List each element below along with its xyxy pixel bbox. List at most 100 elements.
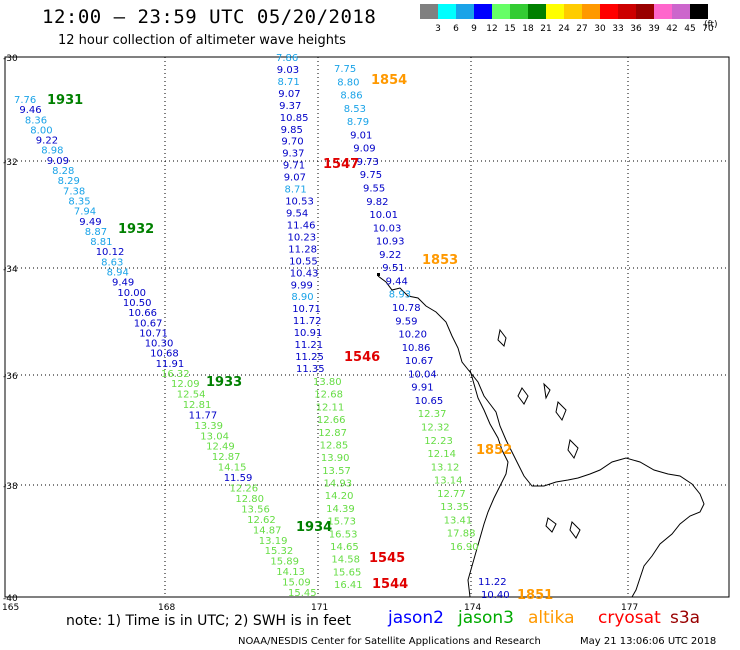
satellite-jason2: jason2 [388,608,444,628]
swh-label-1854: 12.77 [437,489,466,500]
offshore-islands [497,328,581,539]
swh-label-1854: 8.93 [389,290,411,301]
swh-label-1547: 9.07 [278,89,300,100]
swh-label-1931: 9.22 [36,136,58,147]
pass-time-label: 1931 [47,93,83,108]
pass-time-label: 1854 [371,73,407,88]
swh-label-1545: 13.80 [313,377,342,388]
swh-label-1933: 15.89 [270,557,299,568]
swh-label-1931: 8.81 [90,237,112,248]
swh-label-1545: 14.93 [324,479,353,490]
legend-label: 24 [558,24,570,34]
legend-label: 27 [576,24,588,34]
wave-height-labels: 7.769.468.368.009.228.989.098.288.297.38… [14,53,553,603]
legend-swatch [420,4,438,19]
swh-label-1854: 10.93 [376,237,405,248]
swh-label-1547: 10.53 [285,197,314,208]
swh-label-1854: 9.59 [395,316,417,327]
swh-label-1931: 10.67 [134,318,163,329]
swh-label-1545: 15.73 [327,517,356,528]
swh-label-1854: 8.53 [344,104,366,115]
legend-label: 30 [594,24,606,34]
legend-label: 21 [540,24,552,34]
swh-label-1854: 10.20 [398,330,427,341]
satellite-cryosat: cryosat [598,608,661,628]
legend-label: 45 [684,24,696,34]
legend-label: 42 [666,24,678,34]
lon-tick-label: 165 [2,603,19,613]
swh-label-1854: 17.88 [447,529,476,540]
legend-unit: (ft) [704,20,718,30]
swh-label-1933: 13.56 [241,504,270,515]
swh-label-1545: 14.39 [326,504,355,515]
swh-label-1931: 8.29 [58,176,80,187]
swh-label-1854: 13.14 [434,476,463,487]
swh-label-1547: 9.07 [284,173,306,184]
swh-label-1931: 10.12 [96,247,125,258]
swh-label-1931: 7.38 [63,186,85,197]
swh-label-1931: 7.94 [74,207,96,218]
lon-tick-label: 171 [311,603,328,613]
swh-label-1933: 14.15 [218,463,247,474]
swh-label-1854: 9.73 [357,157,379,168]
swh-label-1545: 13.57 [322,466,351,477]
generated-timestamp: May 21 13:06:06 UTC 2018 [580,636,717,647]
swh-label-1854: 8.79 [347,117,369,128]
swh-label-1931: 10.71 [139,328,168,339]
map-subtitle: 12 hour collection of altimeter wave hei… [58,33,346,48]
swh-label-1931: 8.98 [41,146,63,157]
island-dot [377,273,380,276]
legend-swatch [582,4,600,19]
pass-time-label: 1547 [323,157,359,172]
swh-label-1547: 10.23 [288,232,317,243]
swh-label-1933: 12.54 [177,389,206,400]
swh-label-1854: 13.12 [431,462,460,473]
swh-label-1931: 8.36 [25,115,47,126]
pass-time-label: 1933 [206,375,242,390]
swh-label-1931: 8.87 [85,227,107,238]
pass-time-label: 1544 [372,577,408,592]
swh-label-1545: 16.41 [334,580,363,591]
lat-tick-label: -34 [3,265,18,275]
swh-label-1931: 10.00 [117,288,146,299]
legend-label: 15 [504,24,516,34]
swh-label-1854: 9.55 [363,184,385,195]
swh-label-1547: 11.21 [295,340,324,351]
swh-label-1931: 8.94 [107,268,129,279]
swh-label-1931: 9.09 [47,156,69,167]
legend-label: 70 [702,24,714,34]
swh-label-1547: 10.43 [290,268,319,279]
swh-label-1545: 15.65 [333,567,362,578]
swh-label-1931: 7.76 [14,95,36,106]
legend-label: 36 [630,24,642,34]
lon-tick-label: 174 [464,603,481,613]
swh-label-1854: 10.01 [369,210,398,221]
legend-swatch [600,4,618,19]
swh-label-1854: 10.67 [405,356,434,367]
swh-label-1854: 12.32 [421,423,450,434]
lon-tick-label: 168 [158,603,175,613]
swh-label-1547: 11.28 [288,244,317,255]
swh-label-1933: 13.04 [200,431,229,442]
swh-label-1547: 10.91 [294,328,323,339]
lat-tick-label: -38 [3,482,18,492]
legend-label: 9 [471,24,477,34]
pass-time-label: 1546 [344,350,380,365]
swh-label-1931: 8.63 [101,257,123,268]
swh-label-1851: 10.40 [481,590,510,601]
swh-label-1854: 9.01 [350,130,372,141]
plot-border [4,56,730,598]
legend-swatch [492,4,510,19]
pass-time-label: 1545 [369,551,405,566]
legend-swatch [564,4,582,19]
legend-label: 12 [486,24,498,34]
north-island-coast [377,275,705,598]
legend-swatch [528,4,546,19]
swh-label-1933: 12.87 [212,452,241,463]
swh-label-1545: 12.66 [317,415,346,426]
footer-note: note: 1) Time is in UTC; 2) SWH is in fe… [66,613,352,629]
swh-label-1933: 11.59 [224,473,253,484]
legend-swatch [672,4,690,19]
swh-label-1931: 9.49 [79,217,101,228]
